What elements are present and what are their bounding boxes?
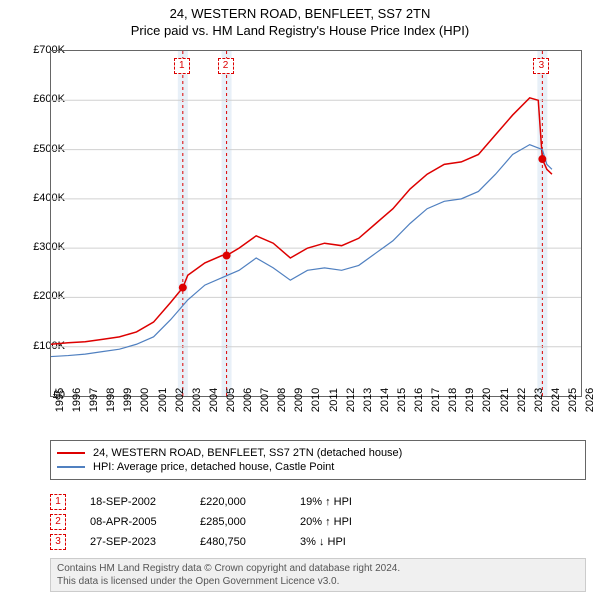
x-tick-label: 2019 [464, 388, 476, 412]
x-tick-label: 2004 [208, 388, 220, 412]
x-tick-label: 2001 [157, 388, 169, 412]
x-tick-label: 2024 [550, 388, 562, 412]
x-tick-label: 2005 [225, 388, 237, 412]
title-line2: Price paid vs. HM Land Registry's House … [0, 23, 600, 38]
x-tick-label: 2018 [447, 388, 459, 412]
x-tick-label: 2011 [328, 388, 340, 412]
transactions-area: 1 18-SEP-2002 £220,000 19% ↑ HPI 2 08-AP… [50, 490, 400, 554]
x-tick-label: 2000 [139, 388, 151, 412]
chart-marker-box: 1 [174, 58, 190, 74]
chart-svg [51, 51, 581, 396]
x-tick-label: 2010 [310, 388, 322, 412]
x-tick-label: 2020 [481, 388, 493, 412]
chart-marker-box: 2 [218, 58, 234, 74]
footer-attribution: Contains HM Land Registry data © Crown c… [50, 558, 586, 592]
tx-marker: 1 [50, 494, 66, 510]
x-tick-label: 2002 [174, 388, 186, 412]
x-tick-label: 2009 [293, 388, 305, 412]
x-tick-label: 2013 [362, 388, 374, 412]
x-tick-label: 1995 [54, 388, 66, 412]
tx-pct: 3% ↓ HPI [300, 536, 400, 548]
title-line1: 24, WESTERN ROAD, BENFLEET, SS7 2TN [0, 6, 600, 21]
x-tick-label: 2007 [259, 388, 271, 412]
tx-marker: 3 [50, 534, 66, 550]
transaction-row: 1 18-SEP-2002 £220,000 19% ↑ HPI [50, 494, 400, 510]
legend-swatch [57, 452, 85, 454]
chart-container: 24, WESTERN ROAD, BENFLEET, SS7 2TN Pric… [0, 0, 600, 590]
transaction-row: 3 27-SEP-2023 £480,750 3% ↓ HPI [50, 534, 400, 550]
x-tick-label: 1997 [88, 388, 100, 412]
footer-line1: Contains HM Land Registry data © Crown c… [57, 562, 579, 575]
x-tick-label: 2017 [430, 388, 442, 412]
chart-marker-box: 3 [533, 58, 549, 74]
x-tick-label: 2003 [191, 388, 203, 412]
x-tick-label: 2026 [584, 388, 596, 412]
tx-date: 08-APR-2005 [90, 516, 200, 528]
tx-price: £480,750 [200, 536, 300, 548]
legend-label: HPI: Average price, detached house, Cast… [93, 461, 334, 473]
x-tick-label: 2021 [499, 388, 511, 412]
x-tick-label: 1996 [71, 388, 83, 412]
legend-label: 24, WESTERN ROAD, BENFLEET, SS7 2TN (det… [93, 447, 402, 459]
tx-pct: 19% ↑ HPI [300, 496, 400, 508]
tx-date: 27-SEP-2023 [90, 536, 200, 548]
tx-pct: 20% ↑ HPI [300, 516, 400, 528]
title-area: 24, WESTERN ROAD, BENFLEET, SS7 2TN Pric… [0, 0, 600, 42]
x-tick-label: 2012 [345, 388, 357, 412]
footer-line2: This data is licensed under the Open Gov… [57, 575, 579, 588]
legend-swatch [57, 466, 85, 468]
x-tick-label: 2006 [242, 388, 254, 412]
tx-price: £220,000 [200, 496, 300, 508]
x-tick-label: 1999 [122, 388, 134, 412]
x-tick-label: 2023 [533, 388, 545, 412]
x-tick-label: 2015 [396, 388, 408, 412]
chart-plot-area [50, 50, 582, 397]
tx-price: £285,000 [200, 516, 300, 528]
x-tick-label: 2022 [516, 388, 528, 412]
x-tick-label: 2016 [413, 388, 425, 412]
legend-row: HPI: Average price, detached house, Cast… [57, 461, 579, 473]
legend-row: 24, WESTERN ROAD, BENFLEET, SS7 2TN (det… [57, 447, 579, 459]
tx-marker: 2 [50, 514, 66, 530]
x-tick-label: 1998 [105, 388, 117, 412]
transaction-row: 2 08-APR-2005 £285,000 20% ↑ HPI [50, 514, 400, 530]
legend-box: 24, WESTERN ROAD, BENFLEET, SS7 2TN (det… [50, 440, 586, 480]
tx-date: 18-SEP-2002 [90, 496, 200, 508]
x-tick-label: 2025 [567, 388, 579, 412]
x-tick-label: 2008 [276, 388, 288, 412]
x-tick-label: 2014 [379, 388, 391, 412]
